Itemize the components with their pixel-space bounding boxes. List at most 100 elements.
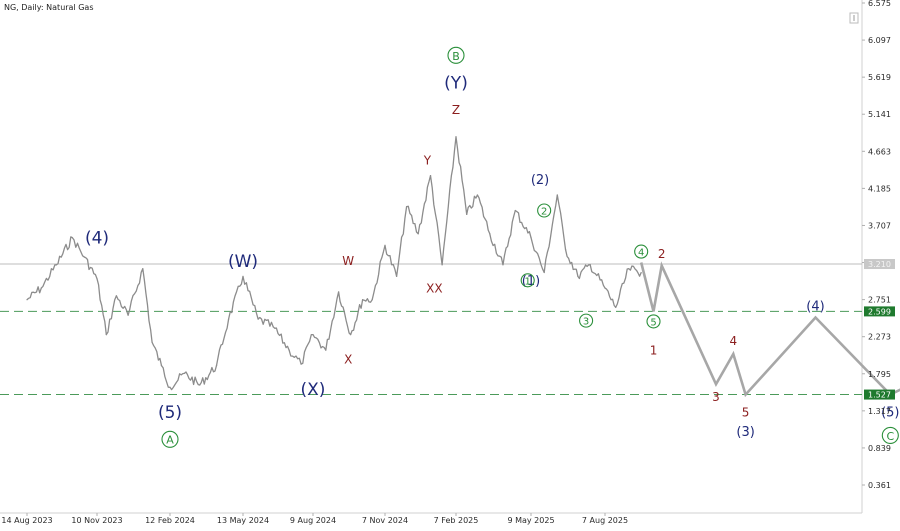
chart-title: NG, Daily: Natural Gas [4, 3, 94, 12]
y-tick-label: 0.361 [868, 481, 891, 490]
price-point [530, 237, 532, 239]
price-point [429, 174, 432, 177]
price-badge-label: 2.599 [868, 307, 891, 316]
price-point [489, 233, 491, 235]
wave-label-15: 1 [525, 276, 531, 287]
x-tick-label: 14 Aug 2023 [1, 516, 52, 525]
price-point [215, 365, 218, 367]
price-point [338, 291, 340, 293]
wave-label-5: W [342, 254, 354, 268]
price-point [199, 384, 201, 386]
price-badge-label: 1.527 [868, 391, 891, 400]
wave-label-0: (4) [85, 229, 109, 249]
price-point [169, 386, 171, 388]
wave-label-25: (4) [806, 299, 824, 314]
y-tick-label: 0.839 [868, 444, 891, 453]
wave-label-11: Z [452, 103, 460, 117]
price-point [406, 206, 408, 208]
price-line [26, 136, 642, 391]
y-tick-label: 5.141 [868, 110, 891, 119]
price-point [371, 299, 373, 301]
price-point [115, 295, 118, 297]
wave-label-27: C [886, 430, 894, 443]
price-point [640, 271, 642, 274]
x-tick-label: 10 Nov 2023 [71, 516, 122, 525]
price-point [564, 248, 567, 250]
price-point [96, 278, 98, 280]
x-tick-label: 7 Aug 2025 [582, 516, 628, 525]
wave-label-17: 4 [638, 248, 644, 259]
price-point [288, 349, 290, 351]
price-point [127, 314, 129, 316]
wave-label-4: (X) [301, 380, 326, 400]
price-point [325, 349, 327, 351]
price-point [604, 287, 606, 289]
wave-label-9-circle [447, 46, 465, 64]
x-tick-label: 9 May 2025 [507, 516, 554, 525]
x-axis: 14 Aug 2023 10 Nov 2023 12 Feb 2024 13 May … [1, 513, 628, 525]
price-point [105, 333, 107, 336]
x-tick-label: 9 Aug 2024 [290, 516, 336, 525]
wave-label-14-circle [537, 203, 552, 218]
price-point [514, 209, 516, 212]
price-badge-bg [864, 259, 895, 270]
y-tick-label: 5.619 [868, 73, 891, 82]
wave-label-19: 1 [650, 343, 658, 357]
price-point [362, 299, 364, 301]
wave-label-18-circle [646, 314, 661, 329]
wave-label-27-circle [881, 426, 899, 444]
y-tick-label: 2.273 [868, 333, 891, 342]
wave-label-21: 3 [712, 390, 720, 404]
price-point [384, 244, 386, 246]
wave-label-20: 2 [658, 247, 666, 261]
price-point [395, 275, 398, 278]
price-point [183, 372, 186, 374]
horizontal-levels [0, 263, 862, 396]
price-point [417, 233, 419, 235]
y-tick-label: 3.707 [868, 221, 891, 230]
wave-label-2-circle [161, 430, 179, 448]
price-point [300, 363, 302, 365]
price-series [26, 136, 642, 391]
projection-series [639, 261, 900, 398]
price-badge-bg [864, 306, 895, 317]
x-tick-label: 7 Nov 2024 [362, 516, 408, 525]
wave-label-12: (2) [531, 173, 549, 188]
wave-label-13: (1) [522, 274, 540, 289]
wave-label-15-circle [520, 273, 535, 288]
price-point [242, 275, 244, 278]
y-tick-label: 2.751 [868, 296, 891, 305]
x-tick-label: 7 Feb 2025 [434, 516, 479, 525]
y-tick-label: 6.575 [868, 0, 891, 8]
x-tick-label: 13 May 2024 [217, 516, 269, 525]
y-tick-label: 1.317 [868, 407, 891, 416]
price-point [71, 237, 73, 239]
price-point [556, 194, 558, 196]
price-point [350, 333, 352, 336]
price-point [476, 194, 479, 196]
wave-label-18: 5 [650, 317, 656, 328]
price-point [227, 318, 230, 320]
wave-label-16-circle [579, 313, 594, 328]
price-point [543, 271, 545, 274]
price-point [83, 256, 85, 258]
price-point [40, 287, 42, 289]
wave-label-8: XX [426, 281, 442, 295]
wave-label-22: 4 [729, 334, 737, 348]
wave-label-9: B [452, 50, 460, 63]
price-point [589, 264, 591, 266]
y-tick-label: 4.663 [868, 147, 891, 156]
wave-label-23: 5 [742, 405, 750, 419]
price-point [312, 333, 314, 336]
wave-label-26: (5) [881, 406, 899, 421]
settings-icon[interactable] [849, 12, 859, 24]
price-point [55, 264, 58, 266]
wave-label-16: 3 [583, 317, 589, 328]
price-badge-label: 3.210 [868, 260, 891, 269]
wave-label-7: Y [423, 153, 432, 167]
price-point [142, 268, 144, 270]
wave-label-24: (3) [736, 425, 754, 440]
price-point [502, 264, 504, 266]
price-point [455, 136, 457, 138]
